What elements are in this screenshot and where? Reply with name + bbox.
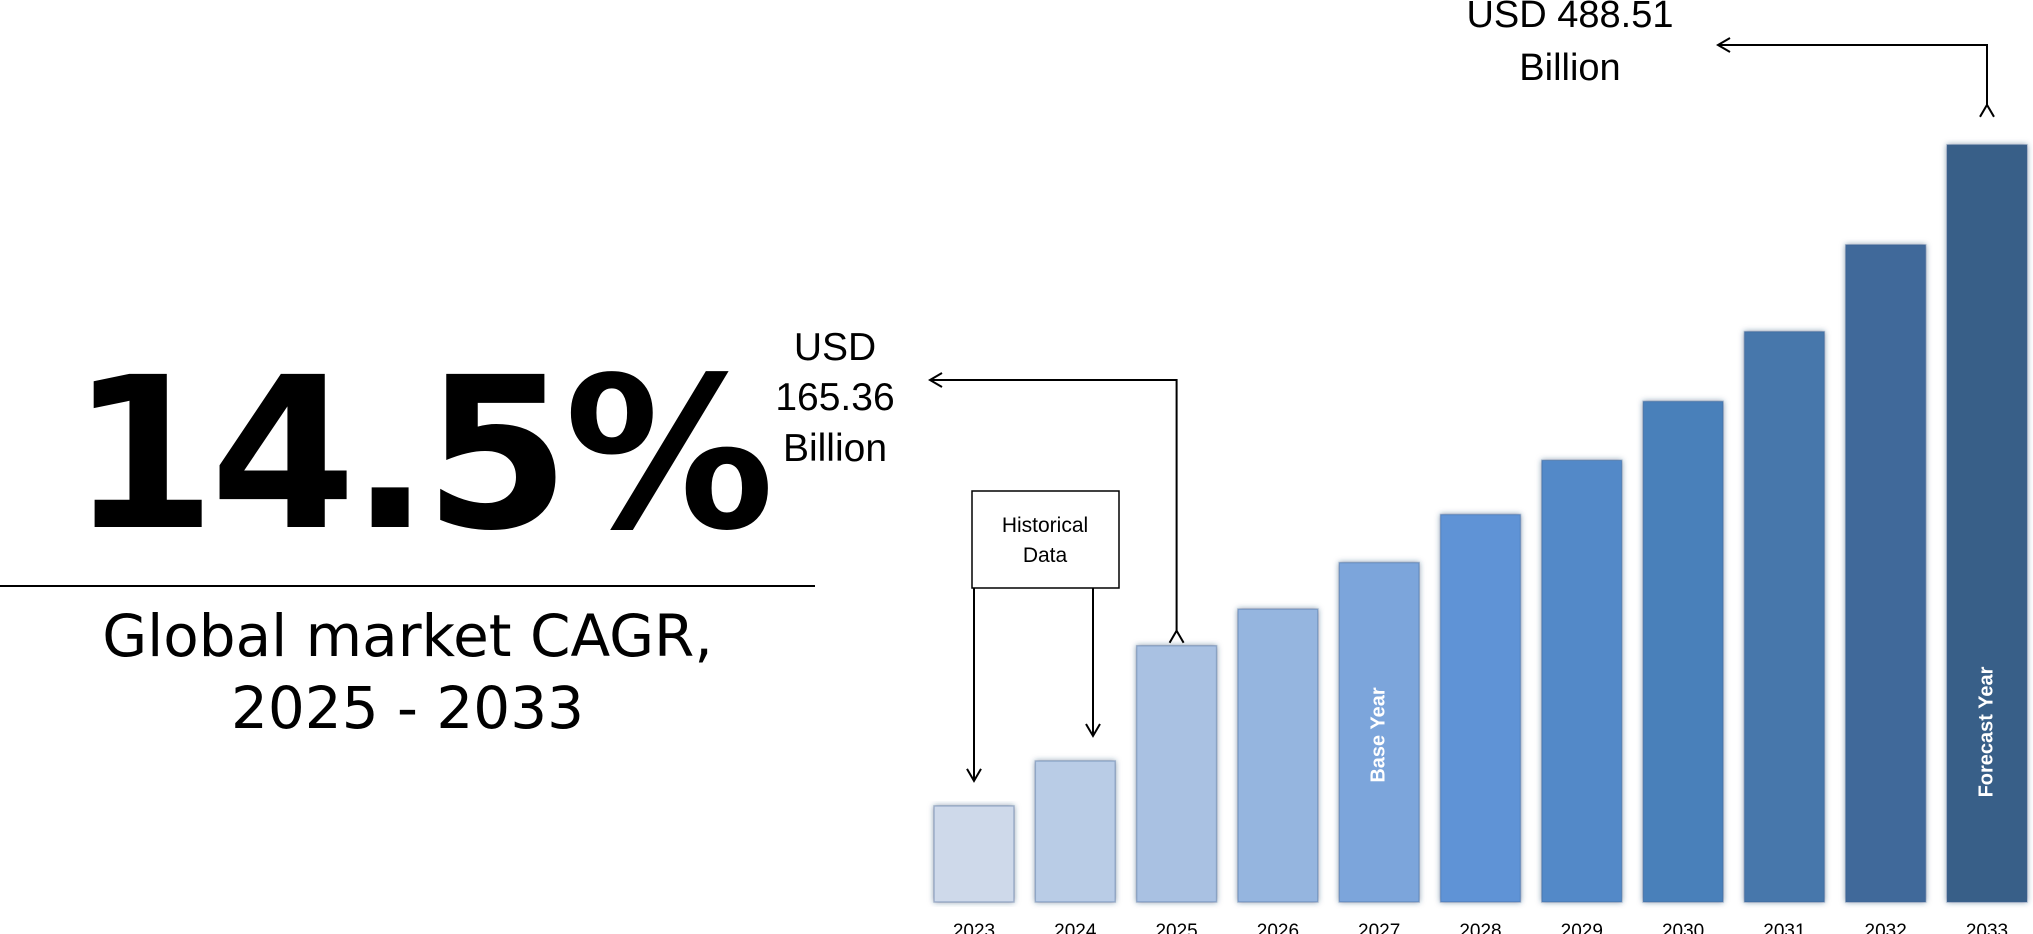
headline-divider xyxy=(0,585,815,587)
tick-label-2033: 2033 xyxy=(1966,921,2008,934)
callout-2025-line2: 165.36 xyxy=(775,376,894,419)
bars-layer: 2023 2024 2025 2026 2027 2028 2029 2030 2031 2032… xyxy=(933,144,2028,934)
callout-2025-line3: Billion xyxy=(783,427,887,470)
tick-label-2028: 2028 xyxy=(1459,921,1501,934)
cagr-caption-line1: Global market CAGR, xyxy=(102,602,713,670)
bar-2028 xyxy=(1439,513,1522,903)
callout-2033-line2: Billion xyxy=(1519,47,1620,89)
tick-label-2031: 2031 xyxy=(1763,921,1805,934)
cagr-caption-line2: 2025 - 2033 xyxy=(230,674,584,742)
cagr-caption: Global market CAGR, 2025 - 2033 xyxy=(0,600,815,744)
bar-2027 xyxy=(1338,561,1420,903)
bar-2025 xyxy=(1135,644,1218,903)
cagr-value: 14.5% xyxy=(70,332,775,577)
annotation-layer: USD 165.36 Billion USD 488.51 Billion Histori… xyxy=(775,0,1995,783)
bar-label-base-year: Base Year xyxy=(1367,687,1389,782)
bar-2030 xyxy=(1642,400,1724,903)
tick-label-2023: 2023 xyxy=(953,921,995,934)
tick-label-2026: 2026 xyxy=(1257,921,1299,934)
bar-2033 xyxy=(1946,144,2028,903)
historical-data-line2: Data xyxy=(1023,544,1068,567)
bar-2032 xyxy=(1844,244,1927,903)
tick-label-2032: 2032 xyxy=(1865,921,1907,934)
historical-data-box xyxy=(971,490,1120,589)
bar-2024 xyxy=(1034,760,1117,903)
callout-2033-arrow xyxy=(1716,37,1995,118)
tick-label-2027: 2027 xyxy=(1358,921,1400,934)
tick-label-2025: 2025 xyxy=(1155,921,1197,934)
bar-label-forecast-year: Forecast Year xyxy=(1975,666,1997,797)
callout-2025-line1: USD xyxy=(794,326,876,369)
bar-2031 xyxy=(1743,330,1826,903)
callout-2025-arrow xyxy=(928,372,1185,644)
tick-label-2029: 2029 xyxy=(1561,921,1603,934)
bar-2023 xyxy=(933,805,1015,903)
callout-2033-line1: USD 488.51 xyxy=(1466,0,1673,36)
tick-label-2024: 2024 xyxy=(1054,921,1097,934)
bar-2029 xyxy=(1541,459,1623,903)
bar-2026 xyxy=(1237,608,1319,903)
tick-label-2030: 2030 xyxy=(1662,921,1704,934)
historical-data-line1: Historical xyxy=(1002,514,1088,537)
